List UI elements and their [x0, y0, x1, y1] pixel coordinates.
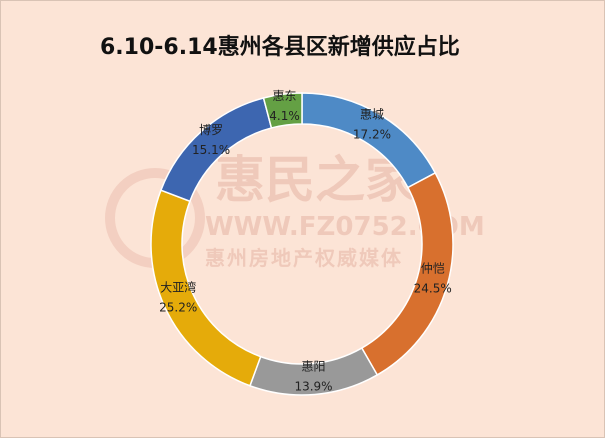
- watermark-brand: 惠民之家: [215, 151, 415, 209]
- slice-value-label: 15.1%: [192, 143, 230, 157]
- watermark-slogan: 惠州房地产权威媒体: [205, 246, 403, 270]
- slice-category-label: 大亚湾: [160, 279, 196, 294]
- slice-value-label: 13.9%: [294, 380, 332, 394]
- slice-value-label: 17.2%: [353, 127, 391, 141]
- chart-title: 6.10-6.14惠州各县区新增供应占比: [100, 35, 460, 60]
- donut-slice-惠东: [262, 92, 303, 129]
- slice-value-label: 24.5%: [414, 282, 452, 296]
- slice-category-label: 惠阳: [302, 360, 326, 374]
- slice-value-label: 25.2%: [159, 300, 197, 314]
- slice-category-label: 惠东: [273, 89, 297, 103]
- slice-category-label: 惠城: [360, 107, 384, 121]
- slice-value-label: 4.1%: [269, 109, 300, 123]
- slice-category-label: 博罗: [199, 122, 223, 137]
- slice-category-label: 仲恺: [421, 262, 445, 276]
